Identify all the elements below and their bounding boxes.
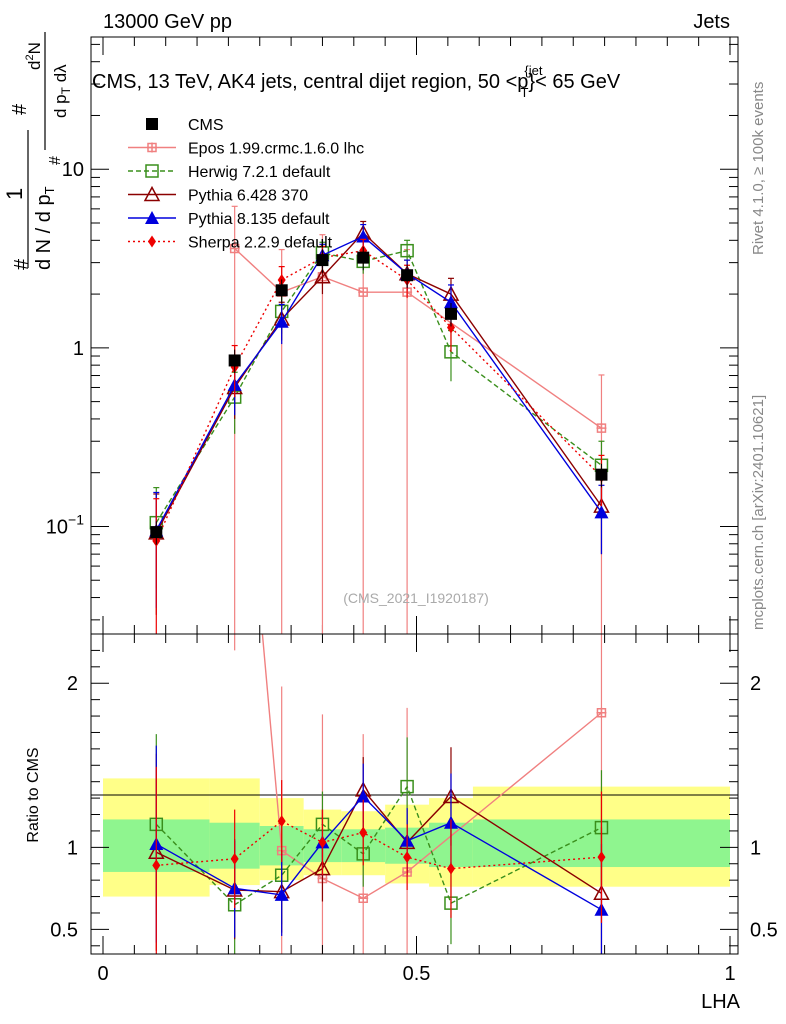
svg-text:#: #	[9, 103, 31, 115]
data-point	[400, 243, 414, 258]
legend-marker	[148, 235, 156, 248]
svg-text:#: #	[11, 258, 33, 270]
ratio-point	[359, 826, 368, 839]
svg-text:d pT dλ: d pT dλ	[51, 64, 73, 118]
legend-marker	[146, 118, 158, 130]
y-tick-label-ratio-right: 0.5	[750, 919, 778, 941]
y-tick-label-ratio: 2	[67, 673, 78, 695]
cms-data-point	[444, 307, 457, 320]
series-line	[155, 249, 602, 524]
series-4	[152, 238, 606, 634]
data-point	[443, 295, 458, 309]
data-point	[596, 423, 607, 434]
y-tick-label-main: 10	[62, 159, 84, 181]
chart-title: CMS, 13 TeV, AK4 jets, central dijet reg…	[92, 63, 621, 100]
data-point	[229, 243, 240, 254]
ratio-point	[277, 815, 286, 828]
ratio-point	[356, 789, 371, 803]
series-line	[155, 231, 603, 534]
y-tick-label-main: 1	[73, 338, 84, 360]
ratio-series-4	[152, 766, 606, 954]
svg-text:d N / d pT: d N / d pT	[33, 186, 57, 270]
analysis-id-label: (CMS_2021_I1920187)	[343, 590, 489, 606]
legend-label: Pythia 8.135 default	[188, 211, 330, 228]
cms-data-point	[150, 526, 163, 539]
x-tick-label: 0	[97, 963, 108, 985]
mcplots-label: mcplots.cern.ch [arXiv:2401.10621]	[750, 395, 767, 630]
data-point	[358, 287, 369, 298]
y-axis-label-ratio: Ratio to CMS	[25, 747, 42, 842]
svg-text:d2N: d2N	[24, 42, 44, 70]
series-line	[155, 235, 603, 531]
ratio-point	[596, 707, 607, 718]
ratio-line	[261, 634, 602, 899]
data-point	[446, 321, 455, 334]
legend-label: Herwig 7.2.1 default	[188, 164, 331, 181]
ratio-line	[155, 785, 602, 906]
category-label: Jets	[693, 11, 730, 33]
legend: CMS Epos 1.99.crmc.1.6.0 lhc Herwig 7.2.1 …	[128, 117, 364, 252]
data-point	[356, 229, 371, 243]
rivet-version-label: Rivet 4.1.0, ≥ 100k events	[750, 82, 767, 255]
y-tick-label-ratio-right: 2	[750, 673, 761, 695]
series-line	[234, 247, 602, 429]
y-tick-label-ratio: 1	[67, 837, 78, 859]
ratio-point	[152, 859, 161, 872]
y-tick-label-ratio: 0.5	[50, 919, 78, 941]
ratio-point	[446, 862, 455, 875]
legend-label: CMS	[188, 117, 224, 134]
ratio-point	[274, 887, 289, 901]
ratio-line	[155, 795, 602, 911]
ratio-point	[400, 779, 414, 794]
ratio-point	[318, 836, 327, 849]
data-point	[274, 314, 289, 328]
legend-label: Sherpa 2.2.9 default	[188, 235, 333, 252]
x-axis-label: LHA	[701, 991, 741, 1013]
ratio-panel: 0.5 0.5 1 1 2 2	[50, 633, 778, 955]
legend-label: Epos 1.99.crmc.1.6.0 lhc	[188, 141, 364, 158]
series-2	[148, 220, 610, 615]
legend-entry: Pythia 8.135 default	[128, 211, 330, 228]
legend-entry: Pythia 6.428 370	[128, 185, 308, 205]
cms-data-point	[595, 468, 608, 481]
cms-data-point	[401, 269, 414, 282]
ratio-line	[156, 820, 602, 870]
main-panel: 10−1 1 10	[46, 36, 739, 635]
ratio-point	[230, 852, 239, 865]
legend-marker	[145, 211, 159, 224]
y-tick-label-main: 10−1	[46, 511, 84, 538]
cms-data-point	[228, 354, 241, 367]
cms-data-point	[275, 284, 288, 297]
x-tick-label: 1	[724, 963, 735, 985]
data-point	[594, 505, 609, 519]
energy-label: 13000 GeV pp	[103, 11, 232, 33]
legend-marker	[143, 185, 161, 202]
ratio-line	[155, 788, 602, 894]
svg-text:#: #	[47, 156, 64, 165]
y-axis-label-main: # 1 d N / d pT # d2N # d pT dλ	[2, 32, 73, 270]
x-tick-label: 0.5	[403, 963, 431, 985]
legend-label: Pythia 6.428 370	[188, 188, 308, 205]
y-tick-label-ratio-right: 1	[750, 837, 761, 859]
legend-entry: Sherpa 2.2.9 default	[128, 235, 333, 252]
ratio-point	[597, 851, 606, 864]
ratio-point	[403, 851, 412, 864]
cms-data-point	[357, 251, 370, 264]
legend-entry: Epos 1.99.crmc.1.6.0 lhc	[128, 141, 364, 158]
svg-text:1: 1	[2, 188, 27, 200]
ratio-point	[358, 893, 369, 904]
legend-entry: CMS	[146, 117, 224, 134]
legend-marker	[145, 164, 159, 178]
data-point	[314, 268, 331, 284]
cms-data-point	[316, 254, 329, 267]
legend-marker	[147, 142, 157, 153]
series-line	[155, 249, 602, 542]
legend-entry: Herwig 7.2.1 default	[128, 164, 331, 181]
